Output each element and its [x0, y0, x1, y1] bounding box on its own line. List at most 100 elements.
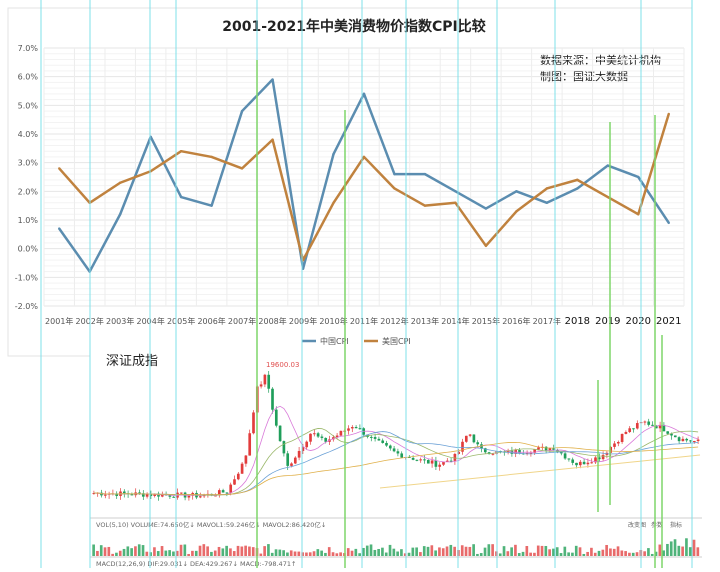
volume-bar [217, 546, 221, 556]
candle-body [544, 446, 548, 451]
candle-body [122, 491, 126, 494]
volume-bar [156, 551, 160, 556]
stock-peak-label: 19600.03 [266, 361, 299, 369]
candle-body [103, 494, 107, 496]
volume-bar [316, 549, 320, 556]
candle-body [293, 457, 297, 464]
candle-body [320, 436, 324, 438]
data-point [332, 201, 335, 204]
volume-bar [312, 551, 316, 556]
volume-bar [107, 546, 111, 556]
candle-body [449, 460, 453, 462]
volume-bar [282, 550, 285, 556]
volume-bar [369, 544, 373, 556]
candle-body [267, 374, 271, 389]
x-tick-label: 2007年 [228, 316, 256, 326]
volume-bar [141, 545, 145, 556]
candle-body [662, 424, 666, 432]
volume-bar [373, 549, 377, 556]
candle-body [297, 450, 301, 458]
candle-body [590, 462, 594, 464]
volume-bar [346, 548, 350, 556]
stock-panel-title: 深证成指 [106, 354, 158, 369]
data-point [118, 181, 122, 184]
volume-bar [643, 551, 646, 556]
volume-bar [126, 546, 130, 556]
volume-bar [662, 550, 665, 556]
volume-bar [134, 546, 137, 556]
volume-bar [111, 553, 114, 556]
candle-body [472, 434, 476, 443]
volume-bar [403, 553, 407, 556]
volume-bar [548, 549, 551, 556]
candle-body [381, 440, 385, 443]
candle-body [217, 490, 221, 496]
volume-bar [232, 551, 236, 556]
volume-bar [620, 550, 624, 556]
candle-body [369, 436, 373, 438]
x-tick-label: 2001年 [45, 316, 73, 326]
candle-body [385, 442, 388, 446]
candle-body [635, 423, 639, 429]
volume-bar [673, 539, 677, 556]
data-point [271, 78, 274, 81]
volume-bar [324, 552, 327, 556]
cpi-legend: 中国CPI 美国CPI [302, 336, 411, 346]
volume-bar [441, 548, 445, 556]
volume-bar [563, 546, 567, 556]
x-tick-label: 2021 [656, 316, 681, 327]
volume-bar [681, 546, 684, 556]
candle-body [350, 427, 354, 429]
candle-body [229, 484, 233, 493]
candle-body [179, 492, 183, 494]
x-tick-label: 2010年 [319, 316, 347, 326]
trend-line [379, 454, 701, 489]
candle-body [290, 463, 293, 466]
volume-bar [616, 546, 620, 556]
volume-bar [650, 553, 654, 556]
candle-body [423, 459, 426, 461]
volume-bar [521, 551, 525, 556]
candle-body [160, 494, 164, 497]
volume-bar [175, 550, 179, 556]
volume-bar [552, 548, 555, 556]
candle-body [259, 384, 263, 387]
volume-bar [434, 550, 437, 556]
volume-bar [259, 553, 263, 556]
volume-bar [130, 548, 133, 556]
volume-bar [327, 547, 331, 556]
volume-bar [666, 543, 669, 556]
candle-body [430, 460, 434, 464]
data-point [576, 187, 579, 190]
volume-bar [540, 545, 544, 556]
candle-body [396, 451, 400, 454]
candle-body [274, 409, 278, 426]
volume-bar [270, 552, 274, 556]
candle-body [529, 452, 533, 454]
candle-body [666, 431, 670, 434]
data-point [423, 204, 427, 207]
volume-bar [517, 553, 521, 556]
candle-body [647, 421, 651, 425]
candle-body [286, 453, 290, 466]
source-annotation: 数据来源：中美统计机构 [540, 53, 661, 67]
data-point [454, 190, 457, 193]
volume-bar [476, 553, 479, 556]
candle-body [324, 437, 328, 442]
data-point [362, 155, 366, 159]
volume-bar [400, 549, 403, 556]
candle-body [263, 374, 267, 385]
legend-label: 美国CPI [382, 336, 411, 346]
x-tick-label: 2005年 [167, 316, 195, 326]
volume-bar [164, 550, 168, 556]
candle-body [506, 450, 510, 453]
data-point [637, 213, 640, 216]
candle-body [339, 430, 343, 436]
candle-body [673, 435, 677, 438]
candle-body [571, 459, 575, 463]
candle-body [358, 428, 362, 430]
volume-bar [460, 545, 464, 556]
volume-bar [202, 544, 206, 556]
volume-bar [407, 552, 411, 556]
